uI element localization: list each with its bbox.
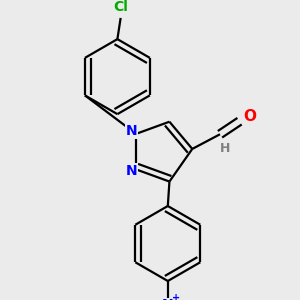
Text: O: O xyxy=(243,109,256,124)
Text: N: N xyxy=(125,164,137,178)
Text: N: N xyxy=(162,298,174,300)
Text: H: H xyxy=(220,142,230,155)
Text: N: N xyxy=(125,124,137,138)
Text: +: + xyxy=(172,293,180,300)
Text: Cl: Cl xyxy=(113,0,128,14)
